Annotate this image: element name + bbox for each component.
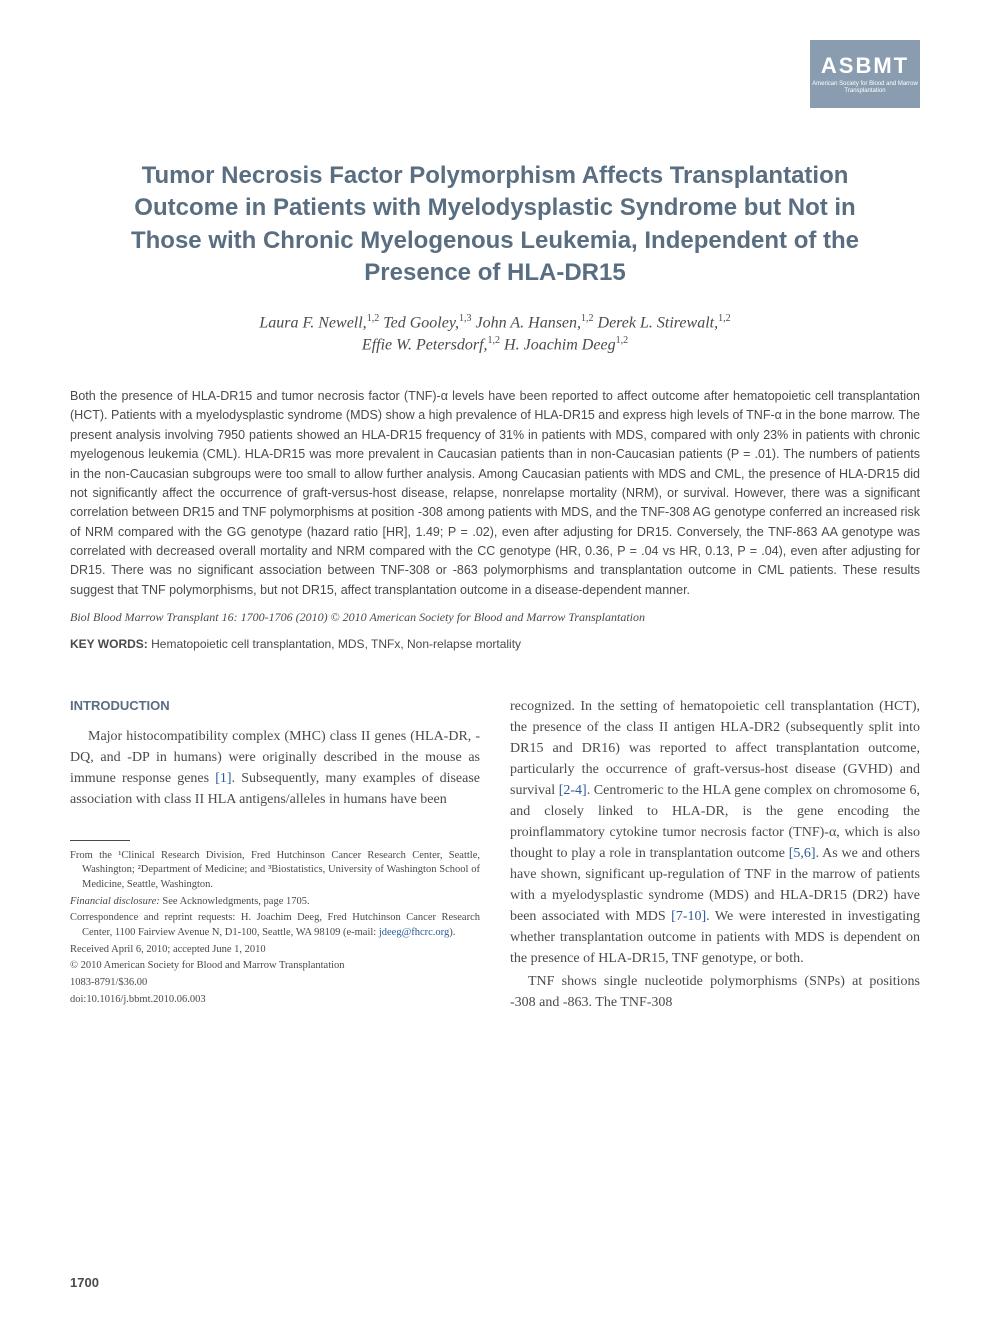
author-1-affil: 1,2 xyxy=(367,313,380,324)
author-6: H. Joachim Deeg xyxy=(504,337,616,354)
author-3: John A. Hansen, xyxy=(476,314,581,331)
footnotes-block: From the ¹Clinical Research Division, Fr… xyxy=(70,849,480,1008)
intro-heading: INTRODUCTION xyxy=(70,696,480,716)
footnote-rule xyxy=(70,840,130,841)
footnote-correspondence: Correspondence and reprint requests: H. … xyxy=(70,911,480,940)
author-5-affil: 1,2 xyxy=(488,335,501,346)
footnote-copyright: © 2010 American Society for Blood and Ma… xyxy=(70,959,480,974)
author-6-affil: 1,2 xyxy=(616,335,629,346)
citation-line: Biol Blood Marrow Transplant 16: 1700-17… xyxy=(70,610,920,625)
authors-block: Laura F. Newell,1,2 Ted Gooley,1,3 John … xyxy=(70,312,920,357)
ref-7-10[interactable]: [7-10] xyxy=(671,909,706,924)
body-columns: INTRODUCTION Major histocompatibility co… xyxy=(70,696,920,1015)
asbmt-logo: ASBMT American Society for Blood and Mar… xyxy=(810,40,920,108)
ref-2-4[interactable]: [2-4] xyxy=(559,783,587,798)
logo-main-text: ASBMT xyxy=(821,53,909,79)
footnote-affiliations: From the ¹Clinical Research Division, Fr… xyxy=(70,849,480,893)
keywords-text: Hematopoietic cell transplantation, MDS,… xyxy=(148,637,521,651)
article-title: Tumor Necrosis Factor Polymorphism Affec… xyxy=(70,160,920,290)
ref-1[interactable]: [1] xyxy=(215,771,231,786)
footnote-received: Received April 6, 2010; accepted June 1,… xyxy=(70,943,480,958)
author-5: Effie W. Petersdorf, xyxy=(362,337,488,354)
disclosure-text: See Acknowledgments, page 1705. xyxy=(160,896,310,907)
author-2: Ted Gooley, xyxy=(383,314,459,331)
logo-sub-text: American Society for Blood and Marrow Tr… xyxy=(812,81,918,95)
author-3-affil: 1,2 xyxy=(581,313,594,324)
keywords-label: KEY WORDS: xyxy=(70,637,148,651)
corr-end: ). xyxy=(449,927,455,938)
col2-paragraph-1: recognized. In the setting of hematopoie… xyxy=(510,696,920,969)
author-4-affil: 1,2 xyxy=(718,313,731,324)
col2-paragraph-2: TNF shows single nucleotide polymorphism… xyxy=(510,971,920,1013)
ref-5-6[interactable]: [5,6] xyxy=(789,846,816,861)
footnote-disclosure: Financial disclosure: See Acknowledgment… xyxy=(70,895,480,910)
keywords-line: KEY WORDS: Hematopoietic cell transplant… xyxy=(70,637,920,651)
abstract-text: Both the presence of HLA-DR15 and tumor … xyxy=(70,387,920,600)
corr-email[interactable]: jdeeg@fhcrc.org xyxy=(379,927,449,938)
page-number: 1700 xyxy=(70,1275,99,1290)
author-2-affil: 1,3 xyxy=(459,313,472,324)
disclosure-label: Financial disclosure: xyxy=(70,896,160,907)
intro-paragraph-1: Major histocompatibility complex (MHC) c… xyxy=(70,726,480,810)
author-1: Laura F. Newell, xyxy=(259,314,366,331)
footnote-issn: 1083-8791/$36.00 xyxy=(70,976,480,991)
footnote-doi: doi:10.1016/j.bbmt.2010.06.003 xyxy=(70,993,480,1008)
author-4: Derek L. Stirewalt, xyxy=(598,314,719,331)
right-column: recognized. In the setting of hematopoie… xyxy=(510,696,920,1015)
left-column: INTRODUCTION Major histocompatibility co… xyxy=(70,696,480,1015)
